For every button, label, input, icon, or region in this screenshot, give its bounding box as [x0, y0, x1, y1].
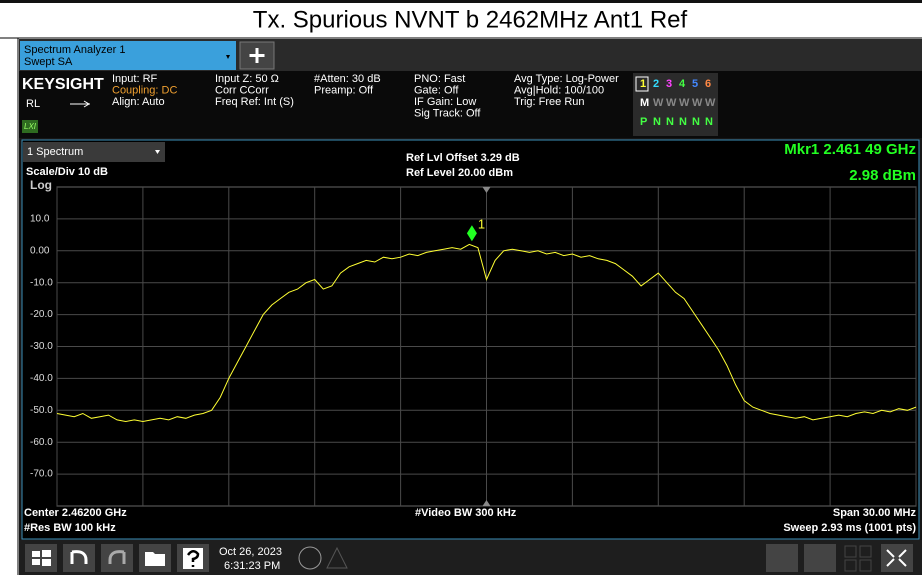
ref-level: Ref Level 20.00 dBm [406, 167, 513, 179]
trace-flag: 5 [692, 78, 698, 90]
windows-icon [32, 550, 51, 566]
trace [56, 243, 917, 423]
tab[interactable] [20, 41, 236, 70]
setting: PNO: Fast [414, 73, 465, 85]
scale: Scale/Div 10 dB [26, 166, 108, 178]
date: Oct 26, 2023 [219, 546, 282, 558]
setting: Avg|Hold: 100/100 [514, 84, 604, 96]
y-tick-label: -60.0 [30, 437, 53, 448]
top-edge [0, 0, 922, 3]
trace-flag: N [705, 116, 713, 128]
y-tick-label: 10.0 [30, 214, 50, 225]
trace-flag: N [666, 116, 674, 128]
fullscreen-button[interactable] [881, 544, 913, 572]
marker [466, 225, 477, 242]
active-trace-box [635, 76, 649, 92]
setting: Input Z: 50 Ω [215, 73, 279, 85]
log-label: Log [30, 178, 52, 192]
trace-flag: N [653, 116, 661, 128]
setting: IF Gain: Low [414, 96, 476, 108]
window-icon [859, 545, 872, 558]
y-tick-label: -30.0 [30, 341, 53, 352]
y-tick-label: -10.0 [30, 277, 53, 288]
lxi-badge [22, 120, 38, 133]
tab-mode: Swept SA [24, 56, 73, 68]
redo-icon [108, 550, 126, 564]
ref-offset: Ref Lvl Offset 3.29 dB [406, 152, 520, 164]
trace-flag: W [666, 97, 677, 109]
y-tick-label: -20.0 [30, 309, 53, 320]
y-tick-label: 0.00 [30, 245, 50, 256]
plus-icon [249, 48, 265, 63]
trace-flag: M [640, 97, 649, 109]
window-name: 1 Spectrum [27, 146, 83, 158]
folder-icon [145, 552, 165, 566]
setting: Freq Ref: Int (S) [215, 96, 294, 108]
y-tick-label: -70.0 [30, 469, 53, 480]
trace-flag: 2 [653, 78, 659, 90]
info-bar [19, 71, 922, 138]
trace-flag: 1 [640, 78, 646, 90]
setting: Gate: Off [414, 84, 459, 96]
layout-button[interactable] [766, 544, 798, 572]
brand: KEYSIGHT [22, 76, 104, 93]
trace-flag: W [653, 97, 664, 109]
setting: Trig: Free Run [514, 96, 585, 108]
center-freq: Center 2.46200 GHz [24, 507, 127, 519]
start-button[interactable] [25, 544, 57, 572]
setting: Corr CCorr [215, 84, 269, 96]
setting: Coupling: DC [112, 84, 177, 96]
window-icon [859, 559, 872, 572]
trace-flag: W [679, 97, 690, 109]
trace-flag: 4 [679, 78, 686, 90]
trace-flag: 6 [705, 78, 711, 90]
help-mark [186, 550, 200, 567]
res-bw: #Res BW 100 kHz [24, 522, 116, 534]
page-title: Tx. Spurious NVNT b 2462MHz Ant1 Ref [253, 6, 688, 33]
span: Span 30.00 MHz [833, 507, 917, 519]
marker-level: 2.98 dBm [849, 167, 916, 184]
trace-flag: W [692, 97, 703, 109]
trace-flag: 3 [666, 78, 672, 90]
tab-arrow [226, 55, 230, 59]
sweep: Sweep 2.93 ms (1001 pts) [783, 522, 916, 534]
plot-panel [21, 139, 920, 540]
input-arrow [70, 100, 90, 108]
setting: Preamp: Off [314, 84, 374, 96]
trace-flag: N [679, 116, 687, 128]
trace-flag: P [640, 116, 647, 128]
undo-button[interactable] [63, 544, 95, 572]
touch-button[interactable] [804, 544, 836, 572]
redo-button[interactable] [101, 544, 133, 572]
marker-freq: Mkr1 2.461 49 GHz [784, 141, 916, 158]
window-icon [844, 559, 857, 572]
fullscreen-icon [886, 549, 907, 567]
setting: #Atten: 30 dB [314, 73, 381, 85]
alert-icon [326, 546, 348, 569]
trace-indicator [633, 73, 718, 136]
undo-icon [70, 550, 88, 564]
trace-flag: N [692, 116, 700, 128]
setting: Align: Auto [112, 96, 165, 108]
window-icon [844, 545, 857, 558]
marker-label: 1 [478, 217, 485, 232]
setting: Sig Track: Off [414, 107, 481, 119]
rl-label: RL [26, 98, 40, 110]
trace-flag: W [705, 97, 716, 109]
setting: Avg Type: Log-Power [514, 73, 619, 85]
chat-icon[interactable] [298, 546, 322, 570]
time: 6:31:23 PM [224, 560, 280, 572]
y-tick-label: -40.0 [30, 373, 53, 384]
window-select[interactable] [23, 142, 165, 162]
tab-name: Spectrum Analyzer 1 [24, 44, 126, 56]
video-bw: #Video BW 300 kHz [415, 507, 517, 519]
lxi-label: LXI [24, 122, 37, 131]
y-tick-label: -50.0 [30, 405, 53, 416]
select-arrow [155, 150, 160, 154]
setting: Input: RF [112, 73, 158, 85]
